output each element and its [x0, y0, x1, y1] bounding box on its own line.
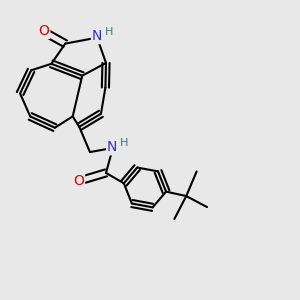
- Text: N: N: [92, 29, 102, 43]
- Text: O: O: [73, 174, 84, 188]
- Text: N: N: [107, 140, 117, 154]
- Text: O: O: [38, 24, 49, 38]
- Text: H: H: [120, 138, 128, 148]
- Text: H: H: [105, 27, 113, 37]
